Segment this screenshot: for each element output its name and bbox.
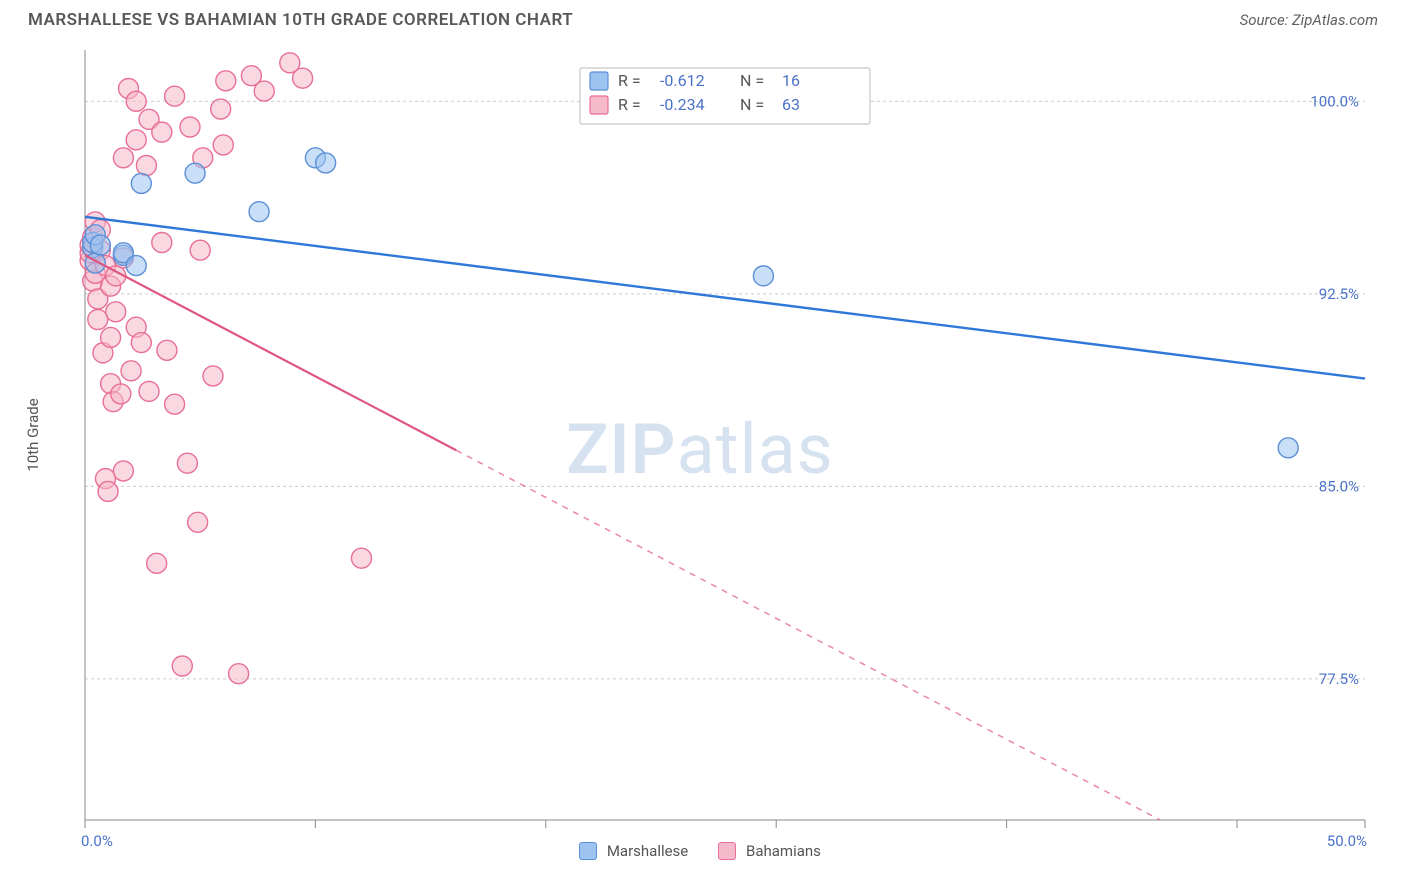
chart-source: Source: ZipAtlas.com xyxy=(1240,11,1378,29)
legend-item-marshallese: Marshallese xyxy=(579,842,688,860)
svg-text:10th Grade: 10th Grade xyxy=(24,398,42,471)
svg-text:63: 63 xyxy=(782,95,800,114)
svg-text:-0.234: -0.234 xyxy=(660,95,705,114)
svg-text:16: 16 xyxy=(782,71,800,90)
svg-text:-0.612: -0.612 xyxy=(660,71,705,90)
svg-text:100.0%: 100.0% xyxy=(1310,92,1359,110)
chart-area: 77.5%85.0%92.5%100.0%0.0%50.0%10th Grade… xyxy=(20,40,1380,860)
svg-text:85.0%: 85.0% xyxy=(1319,477,1359,495)
svg-text:92.5%: 92.5% xyxy=(1319,285,1359,303)
svg-text:R =: R = xyxy=(618,71,641,90)
svg-text:N =: N = xyxy=(740,71,764,90)
svg-text:R =: R = xyxy=(618,95,641,114)
svg-text:77.5%: 77.5% xyxy=(1319,670,1359,688)
legend-label-marshallese: Marshallese xyxy=(607,842,688,860)
legend-item-bahamians: Bahamians xyxy=(718,842,821,860)
bottom-legend: Marshallese Bahamians xyxy=(20,842,1380,860)
scatter-chart-svg: 77.5%85.0%92.5%100.0%0.0%50.0%10th Grade… xyxy=(20,40,1380,860)
legend-label-bahamians: Bahamians xyxy=(746,842,821,860)
legend-swatch-bahamians xyxy=(718,842,736,860)
svg-text:N =: N = xyxy=(740,95,764,114)
chart-title: MARSHALLESE VS BAHAMIAN 10TH GRADE CORRE… xyxy=(28,10,573,30)
legend-swatch-marshallese xyxy=(579,842,597,860)
